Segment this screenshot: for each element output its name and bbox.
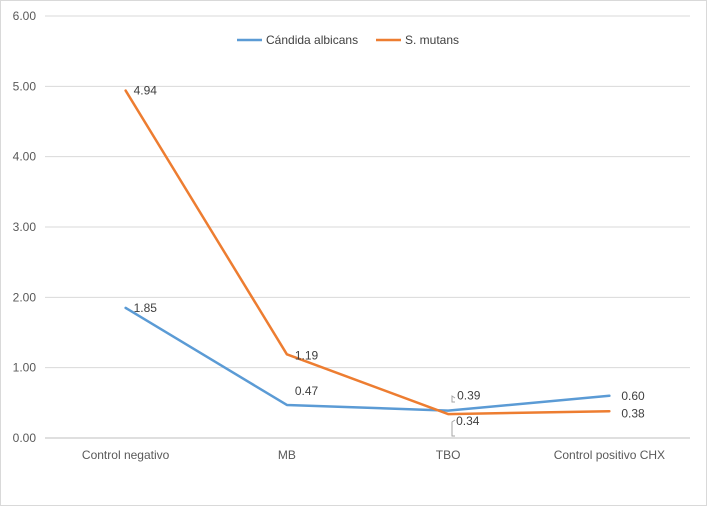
data-label: 0.60 <box>621 389 645 403</box>
data-label: 0.47 <box>295 384 319 398</box>
series-line-0 <box>124 306 611 412</box>
x-tick-label: Control negativo <box>82 448 170 462</box>
x-tick-label: Control positivo CHX <box>554 448 665 462</box>
data-label: 4.94 <box>134 84 158 98</box>
y-tick-label: 1.00 <box>13 361 37 375</box>
label-leader-line <box>451 419 456 437</box>
x-tick-label: TBO <box>436 448 461 462</box>
y-tick-label: 5.00 <box>13 79 37 93</box>
x-tick-label: MB <box>278 448 296 462</box>
data-label: 0.38 <box>621 406 645 420</box>
y-tick-label: 3.00 <box>13 220 37 234</box>
label-leader-line <box>451 395 456 403</box>
data-label: 1.85 <box>134 301 158 315</box>
y-tick-label: 2.00 <box>13 290 37 304</box>
data-labels: 1.85 0.47 0.39 0.60 4.94 1.19 0.34 0.38 <box>134 84 645 437</box>
series-lines <box>124 89 611 416</box>
data-label: 0.34 <box>456 414 480 428</box>
gridlines <box>45 15 690 439</box>
legend: Cándida albicans S. mutans <box>237 33 459 47</box>
data-label: 0.39 <box>457 389 481 403</box>
y-axis-ticks: 0.00 1.00 2.00 3.00 4.00 5.00 6.00 <box>13 9 37 445</box>
legend-label: S. mutans <box>405 33 459 47</box>
y-tick-label: 6.00 <box>13 9 37 23</box>
x-axis-ticks: Control negativo MB TBO Control positivo CH… <box>82 448 665 462</box>
y-tick-label: 4.00 <box>13 150 37 164</box>
data-label: 1.19 <box>295 348 319 362</box>
series-line-1 <box>124 89 611 416</box>
legend-label: Cándida albicans <box>266 33 358 47</box>
y-tick-label: 0.00 <box>13 431 37 445</box>
